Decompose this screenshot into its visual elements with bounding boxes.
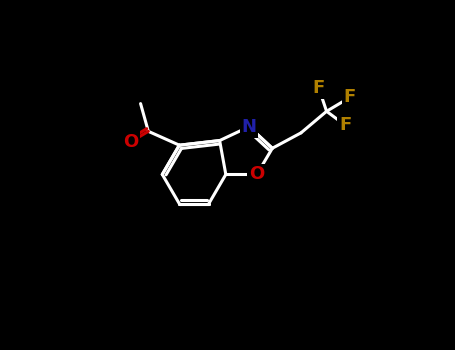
Text: O: O <box>123 133 138 151</box>
Text: F: F <box>339 116 351 134</box>
Text: F: F <box>344 89 356 106</box>
Text: F: F <box>313 79 325 97</box>
Text: N: N <box>242 118 257 136</box>
Text: O: O <box>249 166 264 183</box>
